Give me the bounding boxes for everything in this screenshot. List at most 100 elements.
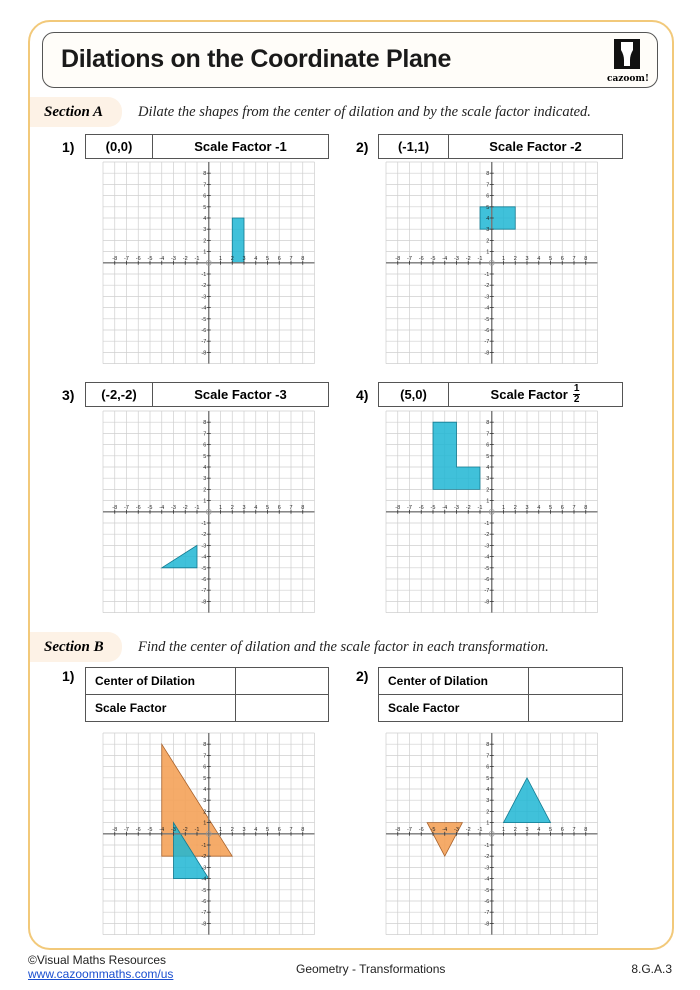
origin-marker xyxy=(489,509,495,515)
y-tick-label: -6 xyxy=(202,577,207,583)
x-tick-label: -3 xyxy=(454,256,459,262)
x-tick-label: -8 xyxy=(113,256,118,262)
x-tick-label: 3 xyxy=(243,256,246,262)
x-tick-label: -4 xyxy=(160,827,165,833)
y-tick-label: 8 xyxy=(203,420,206,426)
question-b2-table: Center of Dilation Scale Factor xyxy=(378,667,623,722)
y-tick-label: 7 xyxy=(486,754,489,760)
x-tick-label: 1 xyxy=(502,505,505,511)
x-tick-label: -2 xyxy=(183,827,188,833)
x-tick-label: -1 xyxy=(478,256,483,262)
x-tick-label: -2 xyxy=(466,505,471,511)
website-link[interactable]: www.cazoommaths.com/us xyxy=(28,967,174,981)
origin-marker xyxy=(206,831,212,837)
y-tick-label: 8 xyxy=(203,742,206,748)
y-tick-label: 5 xyxy=(486,776,489,782)
x-tick-label: 5 xyxy=(549,827,552,833)
scale-answer-field[interactable] xyxy=(529,695,622,721)
x-tick-label: 2 xyxy=(231,256,234,262)
question-number: 1) xyxy=(62,668,75,684)
x-tick-label: 6 xyxy=(278,827,281,833)
x-tick-label: 1 xyxy=(219,256,222,262)
y-tick-label: -4 xyxy=(485,555,490,561)
section-a-instruction: Dilate the shapes from the center of dil… xyxy=(138,104,591,120)
x-tick-label: -2 xyxy=(183,256,188,262)
x-tick-label: -7 xyxy=(407,256,412,262)
y-tick-label: -7 xyxy=(485,910,490,916)
y-tick-label: 7 xyxy=(203,432,206,438)
question-number: 2) xyxy=(356,668,369,684)
x-tick-label: -6 xyxy=(136,827,141,833)
scale-factor-label: Scale Factor xyxy=(490,387,568,402)
blue-shape xyxy=(432,421,481,490)
x-tick-label: -3 xyxy=(171,256,176,262)
y-tick-label: -2 xyxy=(202,854,207,860)
x-tick-label: 6 xyxy=(561,505,564,511)
x-tick-label: -5 xyxy=(431,256,436,262)
x-tick-label: -1 xyxy=(195,827,200,833)
coordinate-grid-b2: -8-8-7-7-6-6-5-5-4-4-3-3-2-2-1-111223344… xyxy=(385,732,599,936)
scale-answer-field[interactable] xyxy=(236,695,328,721)
question-a2-box: (-1,1) Scale Factor -2 xyxy=(378,134,623,159)
numerator: 1 xyxy=(572,383,581,395)
y-tick-label: -2 xyxy=(485,532,490,538)
question-number: 1) xyxy=(62,139,75,155)
y-tick-label: 1 xyxy=(203,821,206,827)
x-tick-label: -6 xyxy=(419,827,424,833)
y-tick-label: -8 xyxy=(485,600,490,606)
y-tick-label: 5 xyxy=(486,454,489,460)
y-tick-label: 4 xyxy=(203,465,206,471)
y-tick-label: 4 xyxy=(203,216,206,222)
x-tick-label: 5 xyxy=(549,505,552,511)
question-number: 2) xyxy=(356,139,369,155)
y-tick-label: -2 xyxy=(202,532,207,538)
center-answer-field[interactable] xyxy=(529,668,622,694)
question-a3-box: (-2,-2) Scale Factor -3 xyxy=(85,382,329,407)
y-tick-label: -4 xyxy=(485,877,490,883)
center-answer-field[interactable] xyxy=(236,668,328,694)
y-tick-label: 3 xyxy=(203,476,206,482)
x-tick-label: 4 xyxy=(537,505,540,511)
y-tick-label: -7 xyxy=(485,339,490,345)
y-tick-label: 1 xyxy=(203,499,206,505)
y-tick-label: 7 xyxy=(203,183,206,189)
y-tick-label: -8 xyxy=(202,351,207,357)
x-tick-label: 1 xyxy=(219,827,222,833)
y-tick-label: 6 xyxy=(203,443,206,449)
y-tick-label: -5 xyxy=(202,566,207,572)
y-tick-label: 5 xyxy=(203,454,206,460)
copyright: ©Visual Maths Resources xyxy=(28,953,167,967)
y-tick-label: -6 xyxy=(485,328,490,334)
y-tick-label: -3 xyxy=(485,866,490,872)
section-b-instruction: Find the center of dilation and the scal… xyxy=(138,639,549,655)
y-tick-label: 2 xyxy=(486,488,489,494)
x-tick-label: 5 xyxy=(549,256,552,262)
x-tick-label: 4 xyxy=(254,256,257,262)
x-tick-label: -4 xyxy=(443,505,448,511)
x-tick-label: -6 xyxy=(419,505,424,511)
y-tick-label: -7 xyxy=(202,910,207,916)
y-tick-label: 4 xyxy=(203,787,206,793)
x-tick-label: -4 xyxy=(443,256,448,262)
coordinate-grid-a3: -8-8-7-7-6-6-5-5-4-4-3-3-2-2-1-111223344… xyxy=(102,410,316,614)
coordinate-grid-a1: -8-8-7-7-6-6-5-5-4-4-3-3-2-2-1-111223344… xyxy=(102,161,316,365)
y-tick-label: 1 xyxy=(203,250,206,256)
y-tick-label: 3 xyxy=(203,798,206,804)
x-tick-label: -6 xyxy=(136,505,141,511)
orange-shape xyxy=(426,822,464,858)
y-tick-label: 3 xyxy=(486,798,489,804)
section-a-tab: Section A xyxy=(30,97,122,127)
y-tick-label: -6 xyxy=(202,899,207,905)
page-frame xyxy=(28,20,674,950)
scale-factor-label: Scale Factor -1 xyxy=(194,139,287,154)
y-tick-label: -5 xyxy=(202,317,207,323)
y-tick-label: 5 xyxy=(203,776,206,782)
y-tick-label: 2 xyxy=(203,239,206,245)
center-of-dilation: (5,0) xyxy=(379,383,449,406)
page-title: Dilations on the Coordinate Plane xyxy=(61,45,452,73)
y-tick-label: -5 xyxy=(202,888,207,894)
orange-shape xyxy=(161,743,234,857)
y-tick-label: 7 xyxy=(486,432,489,438)
